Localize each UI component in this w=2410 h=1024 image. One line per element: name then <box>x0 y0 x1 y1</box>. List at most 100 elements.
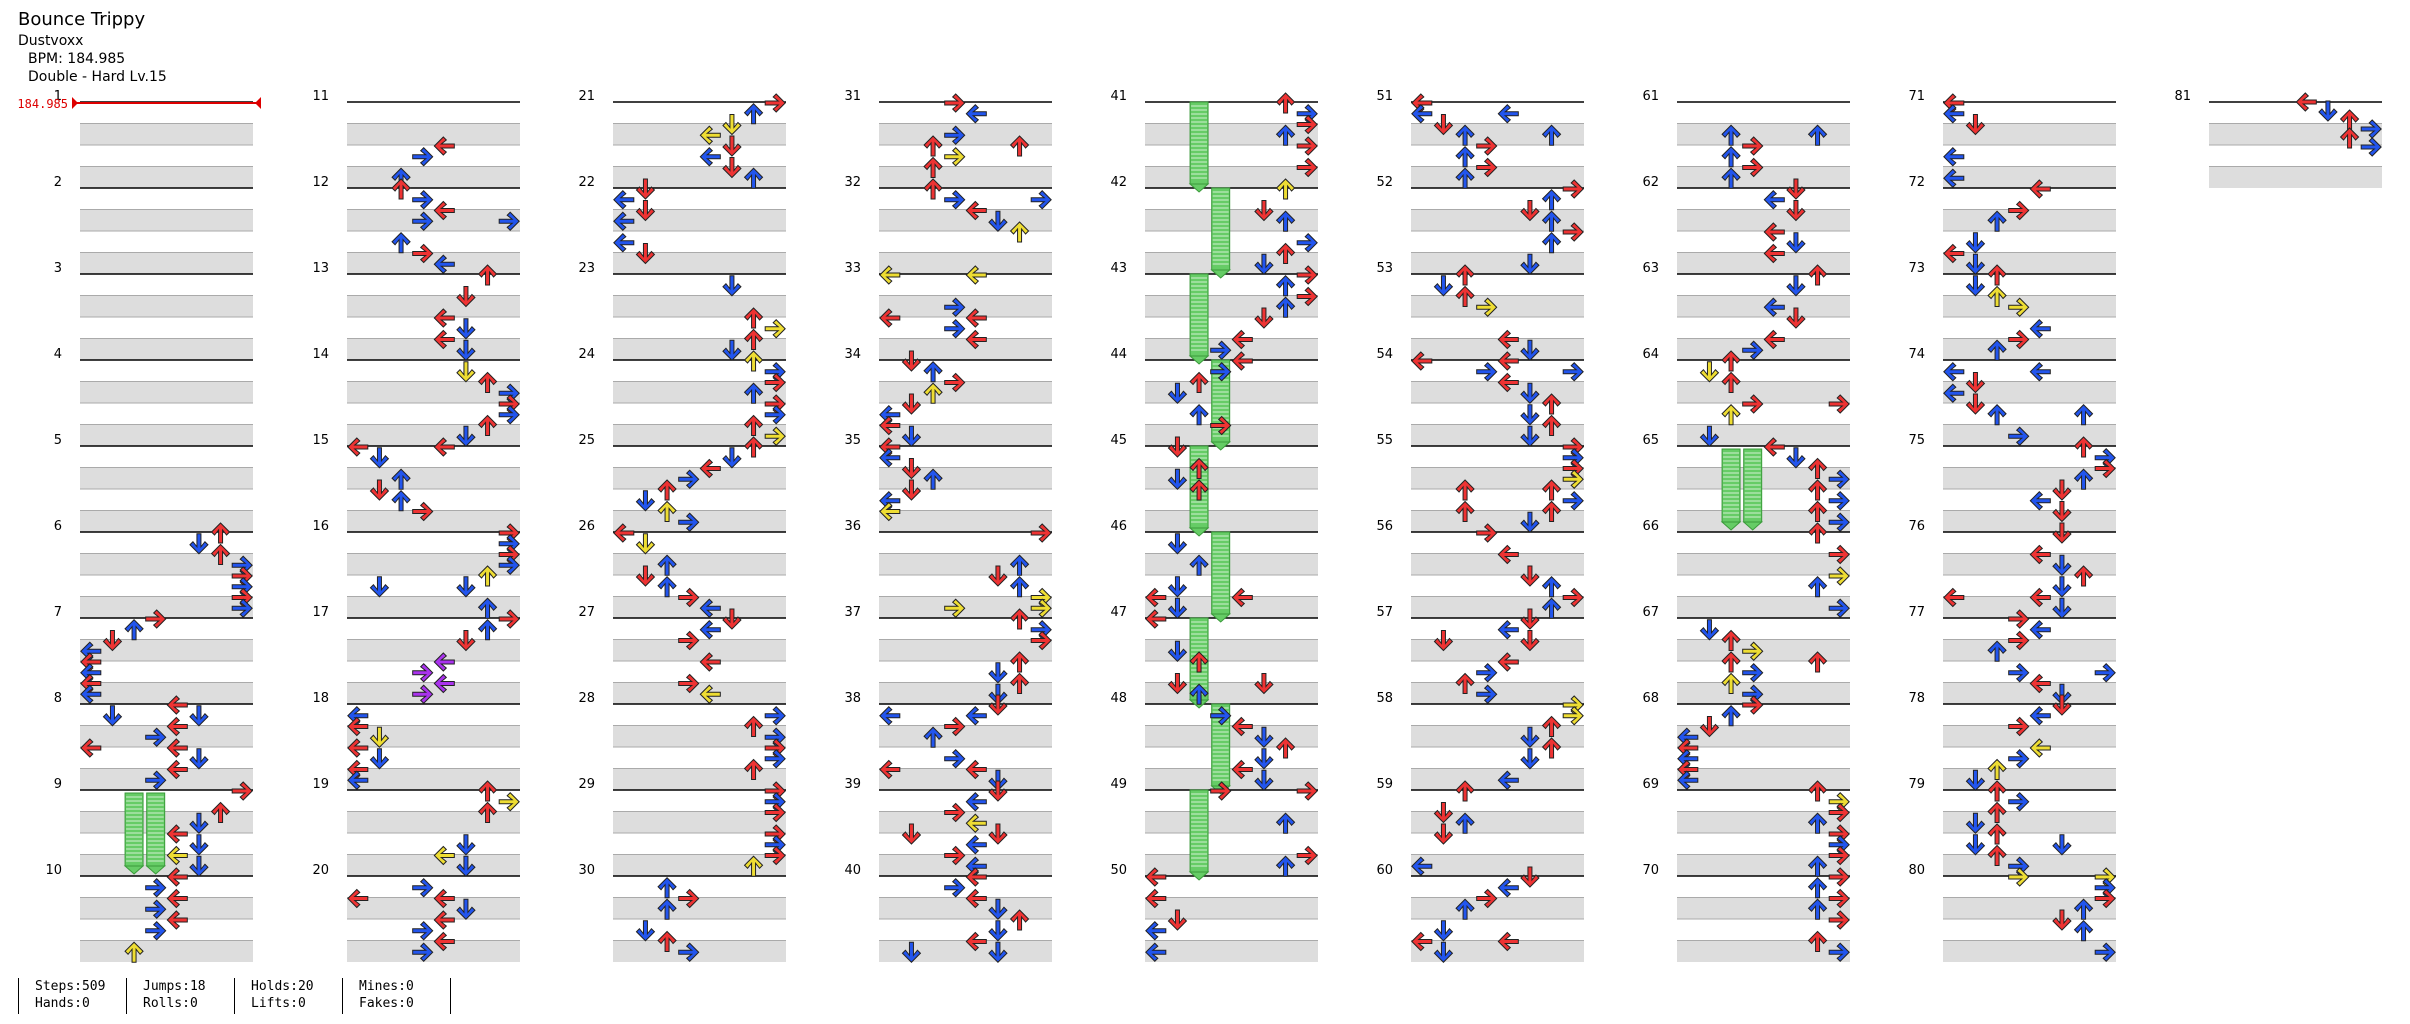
step-arrow <box>944 716 966 737</box>
step-arrow <box>901 823 922 845</box>
step-arrow <box>166 910 188 930</box>
step-arrow <box>1411 104 1433 124</box>
step-arrow <box>1520 339 1540 361</box>
step-arrow <box>1828 888 1850 909</box>
step-arrow <box>1763 243 1785 264</box>
beat-shade <box>879 166 1052 188</box>
step-arrow <box>923 178 943 200</box>
measure-number: 54 <box>1376 347 1393 362</box>
step-arrow <box>1721 371 1741 393</box>
step-arrow <box>2094 878 2116 898</box>
step-arrow <box>923 382 943 404</box>
step-arrow <box>347 706 369 726</box>
step-arrow <box>498 394 520 414</box>
measure-number: 24 <box>578 347 595 362</box>
step-arrow <box>764 405 786 425</box>
step-arrow <box>965 308 987 328</box>
step-arrow <box>124 941 144 963</box>
beat-shade <box>1411 424 1584 446</box>
step-arrow <box>2073 920 2094 942</box>
step-arrow <box>988 920 1008 942</box>
measure-number: 26 <box>578 519 595 534</box>
step-arrow <box>1455 146 1475 168</box>
step-arrow <box>1721 404 1741 426</box>
measure-number: 46 <box>1110 519 1127 534</box>
beat-shade <box>1677 424 1850 446</box>
step-arrow <box>1721 124 1741 146</box>
beat-shade <box>1411 682 1584 704</box>
step-arrow <box>412 147 434 167</box>
step-arrow <box>988 780 1008 802</box>
step-arrow <box>1009 135 1030 157</box>
step-arrow <box>1828 824 1850 844</box>
step-arrow <box>1476 136 1498 156</box>
step-arrow <box>1030 630 1052 651</box>
beat-shade <box>1943 338 2116 360</box>
step-arrow <box>1828 469 1850 489</box>
beat-shade <box>347 381 520 403</box>
beat-shade <box>1677 209 1850 231</box>
step-arrow <box>657 576 677 598</box>
step-arrow <box>1275 296 1296 318</box>
measure-number: 59 <box>1376 777 1393 792</box>
step-arrow <box>657 500 677 522</box>
step-arrow <box>1807 651 1828 673</box>
step-arrow <box>1677 727 1699 747</box>
step-arrow <box>764 362 786 382</box>
step-arrow <box>1145 587 1167 608</box>
step-arrow <box>1786 447 1806 469</box>
measure-number: 22 <box>578 175 595 190</box>
step-arrow <box>1562 587 1584 608</box>
measure-number: 77 <box>1908 605 1925 620</box>
step-arrow <box>2094 867 2116 887</box>
step-arrow <box>2094 458 2116 479</box>
step-arrow <box>1433 275 1454 297</box>
step-arrow <box>1411 351 1433 371</box>
step-arrow <box>2318 100 2338 122</box>
beat-shade <box>2209 166 2382 188</box>
step-arrow <box>1520 404 1540 426</box>
step-arrow <box>1742 157 1764 178</box>
step-arrow <box>1943 383 1965 403</box>
step-arrow <box>635 490 656 512</box>
step-arrow <box>1476 888 1498 909</box>
step-arrow <box>433 888 455 909</box>
measure-column-9: 81 <box>2174 89 2382 188</box>
step-arrow <box>1476 523 1498 543</box>
beat-shade <box>1677 768 1850 790</box>
step-arrow <box>1476 362 1498 382</box>
step-arrow <box>456 630 476 652</box>
step-arrow <box>433 673 455 694</box>
step-arrow <box>433 254 455 274</box>
stat-steps: Steps:509 <box>35 979 106 994</box>
step-arrow <box>1275 855 1296 877</box>
beat-shade <box>1677 897 1850 919</box>
step-arrow <box>678 512 700 532</box>
beat-shade <box>80 682 253 704</box>
beat-shade <box>1943 940 2116 962</box>
step-arrow <box>456 898 476 920</box>
step-arrow <box>456 576 476 598</box>
step-arrow <box>369 447 390 469</box>
step-arrow <box>1167 597 1188 619</box>
step-arrow <box>635 533 656 555</box>
step-arrow <box>166 845 188 866</box>
hold-tail <box>1210 269 1232 279</box>
step-arrow <box>189 748 209 770</box>
step-arrow <box>1497 104 1519 124</box>
step-arrow <box>2029 362 2051 382</box>
step-arrow <box>166 716 188 737</box>
step-arrow <box>657 479 677 501</box>
step-arrow <box>2008 792 2030 812</box>
measure-number: 14 <box>312 347 329 362</box>
measure-number: 65 <box>1642 433 1659 448</box>
step-arrow <box>635 178 656 200</box>
step-arrow <box>2008 856 2030 876</box>
step-arrow <box>1231 351 1253 371</box>
beat-shade <box>1943 596 2116 618</box>
step-arrow <box>145 899 167 919</box>
step-arrow <box>901 479 922 501</box>
step-arrow <box>2073 565 2094 587</box>
beat-shade <box>613 467 786 489</box>
step-arrow <box>391 178 411 200</box>
